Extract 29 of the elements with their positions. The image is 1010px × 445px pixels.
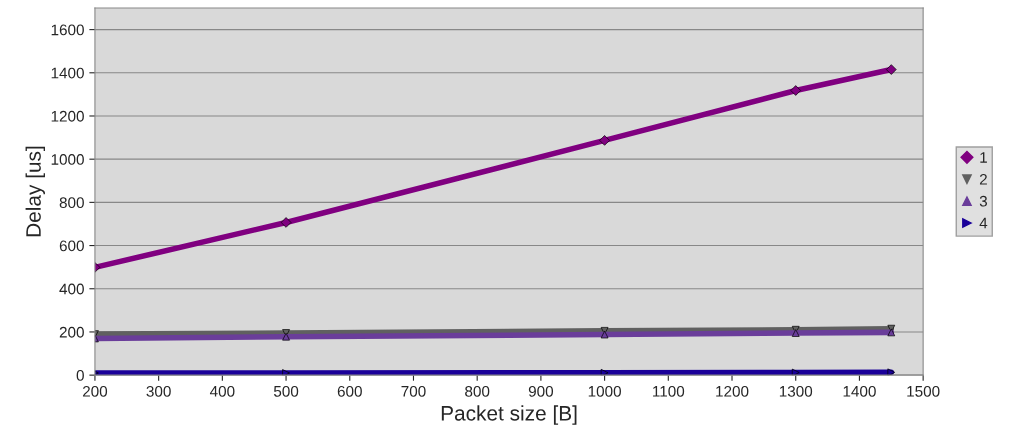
x-tick-label: 1200 bbox=[716, 385, 749, 397]
y-tick-label: 200 bbox=[59, 326, 84, 338]
x-tick-label: 1300 bbox=[779, 385, 813, 397]
x-tick-label: 500 bbox=[273, 385, 299, 397]
x-tick-label: 900 bbox=[528, 385, 554, 397]
y-tick-label: 1200 bbox=[51, 110, 84, 122]
y-tick-label: 0 bbox=[76, 370, 84, 381]
y-tick-label: 1000 bbox=[51, 154, 84, 165]
x-tick-label: 600 bbox=[337, 385, 362, 397]
y-axis-title: Delay [us] bbox=[25, 146, 45, 237]
x-tick-label: 400 bbox=[209, 385, 235, 397]
x-axis-title: Packet size [B] bbox=[441, 405, 577, 425]
x-tick-label: 700 bbox=[401, 385, 426, 397]
x-tick-label: 1100 bbox=[653, 385, 685, 397]
y-tick-label: 1600 bbox=[51, 24, 84, 36]
y-tick-label: 1400 bbox=[51, 67, 84, 79]
y-tick-label: 400 bbox=[59, 283, 84, 295]
legend-label: 4 bbox=[979, 217, 988, 229]
x-tick-label: 800 bbox=[465, 385, 490, 397]
legend-label: 3 bbox=[979, 195, 988, 207]
x-tick-label: 1500 bbox=[907, 385, 940, 397]
legend-label: 1 bbox=[980, 152, 987, 163]
legend-label: 2 bbox=[979, 173, 987, 185]
y-tick-label: 800 bbox=[59, 197, 84, 209]
y-tick-label: 600 bbox=[59, 240, 84, 252]
x-tick-label: 300 bbox=[146, 385, 171, 397]
x-tick-label: 1000 bbox=[588, 385, 621, 397]
x-tick-label: 200 bbox=[82, 385, 108, 397]
x-tick-label: 1400 bbox=[843, 385, 876, 397]
